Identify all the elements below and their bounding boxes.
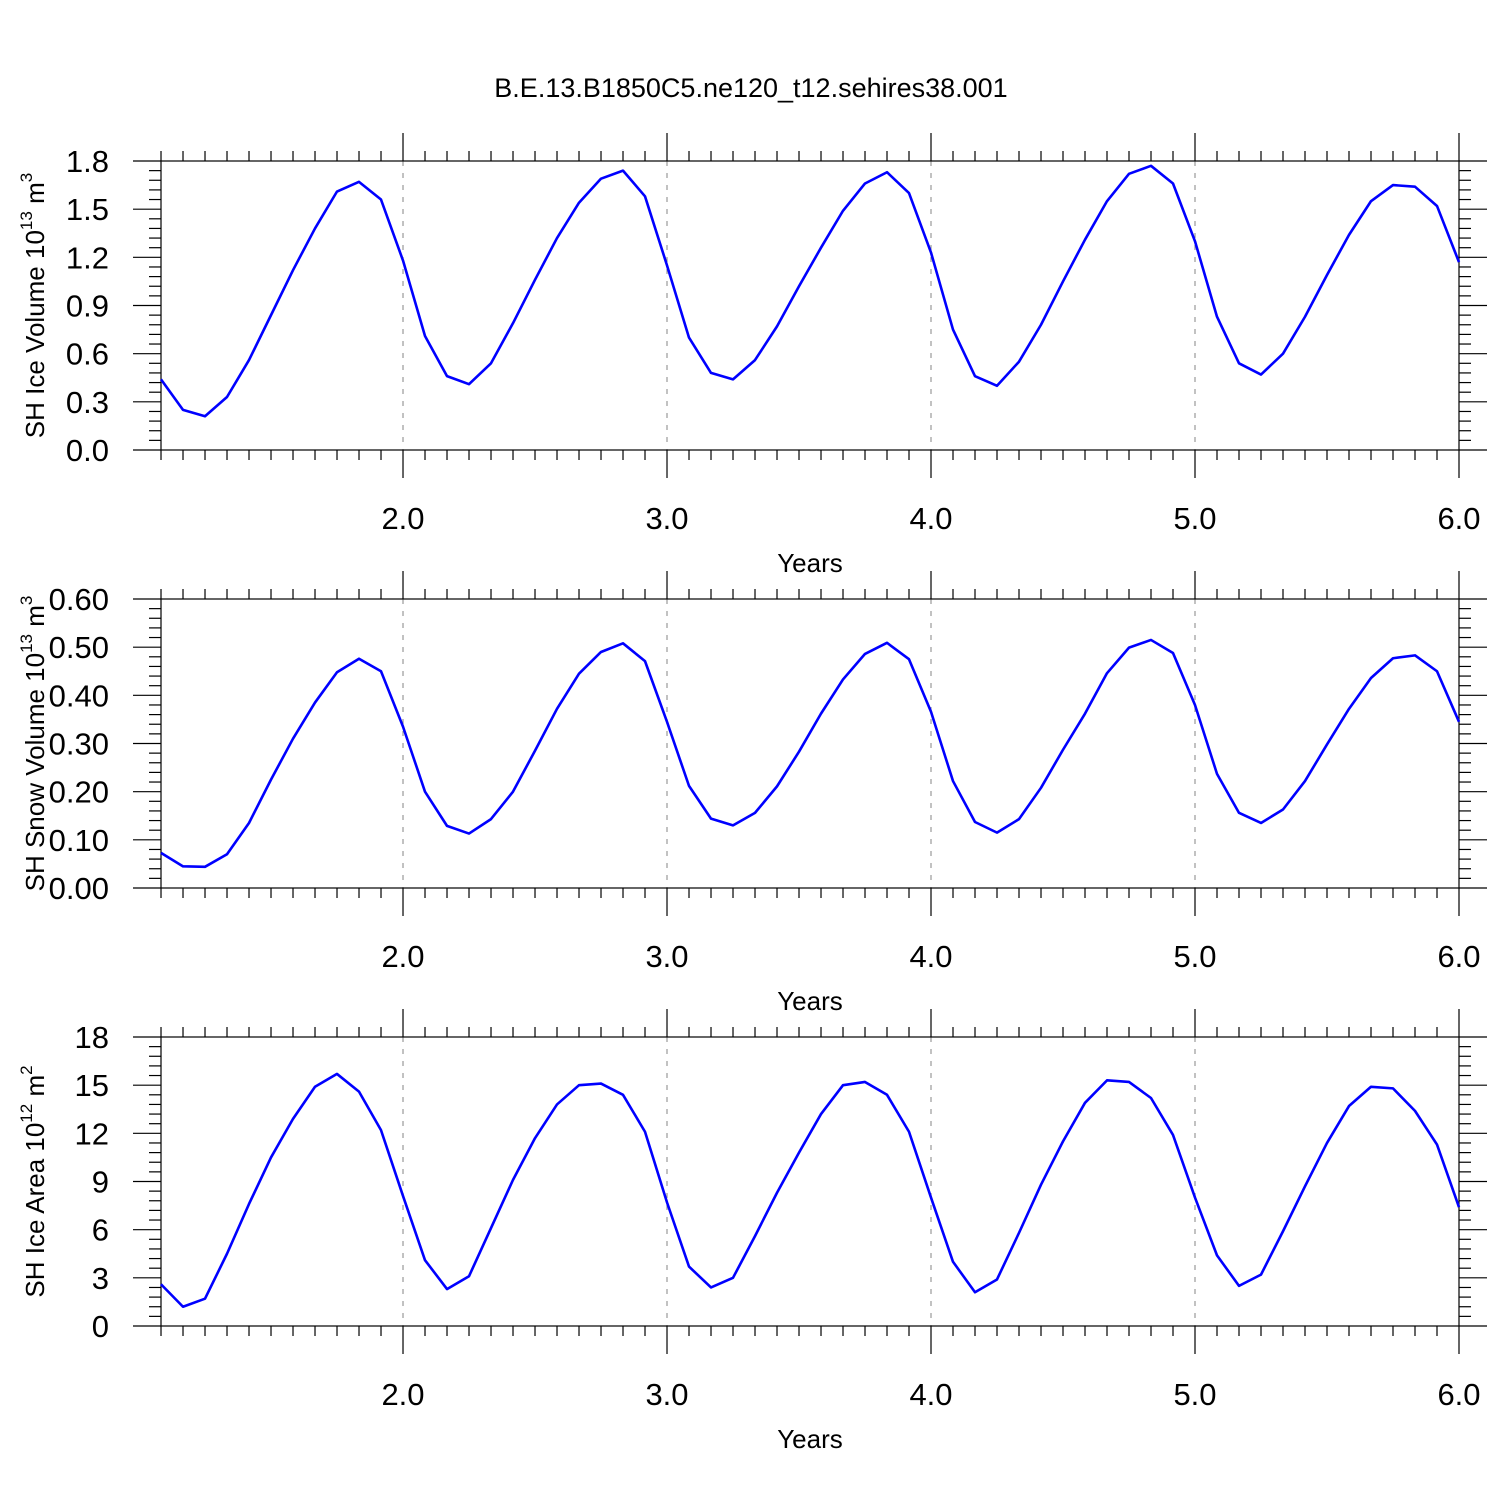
y-tick-label: 9 xyxy=(92,1165,109,1200)
y-tick-label: 0.0 xyxy=(66,433,109,468)
x-axis-label: Years xyxy=(777,548,843,578)
series-line xyxy=(160,1072,1461,1309)
x-tick-label: 4.0 xyxy=(909,501,952,536)
x-axis-label: Years xyxy=(777,1424,843,1454)
y-tick-label: 0.10 xyxy=(49,823,109,858)
chart-panel-3: 2.0 3.0 4.0 5.0 6.0 0 3 6 9 12 15 18 Years SH Ice Are… xyxy=(17,1009,1487,1454)
y-axis-label: SH Ice Volume 1013 m3 xyxy=(17,173,50,438)
y-tick-label: 0.30 xyxy=(49,727,109,762)
x-tick-label: 5.0 xyxy=(1173,1377,1216,1412)
y-tick-label: 1.8 xyxy=(66,144,109,179)
x-tick-label: 6.0 xyxy=(1437,501,1480,536)
x-axis-label: Years xyxy=(777,986,843,1016)
plot-frame xyxy=(160,1036,1460,1327)
y-tick-label: 1.2 xyxy=(66,240,109,275)
y-tick-label: 0.20 xyxy=(49,775,109,810)
x-tick-label: 3.0 xyxy=(645,501,688,536)
y-tick-label: 0 xyxy=(92,1309,109,1344)
y-axis-label-part: SH Ice Area 10 xyxy=(20,1123,50,1298)
chart-panels: 2.0 3.0 4.0 5.0 6.0 0.0 0.3 0.6 0.9 1.2 1.5 1.8 Year… xyxy=(17,133,1487,1454)
y-axis-label: SH Ice Area 1012 m2 xyxy=(17,1065,50,1297)
y-tick-label: 0.60 xyxy=(49,582,109,617)
y-tick-label: 18 xyxy=(75,1020,109,1055)
y-tick-label: 0.3 xyxy=(66,385,109,420)
y-axis-label: SH Snow Volume 1013 m3 xyxy=(17,596,50,892)
y-tick-label: 0.6 xyxy=(66,337,109,372)
series-line xyxy=(159,164,1461,418)
x-tick-label: 5.0 xyxy=(1173,501,1216,536)
y-tick-label: 12 xyxy=(75,1116,109,1151)
y-axis-label-part: m xyxy=(20,1075,50,1104)
y-axis-label-superscript: 13 xyxy=(17,634,36,653)
y-tick-label: 15 xyxy=(75,1068,109,1103)
y-tick-label: 1.5 xyxy=(66,192,109,227)
y-tick-label: 0.00 xyxy=(49,871,109,906)
chart-title: B.E.13.B1850C5.ne120_t12.sehires38.001 xyxy=(494,73,1007,103)
y-axis-label-part: SH Snow Volume 10 xyxy=(20,653,50,891)
y-axis-label-part: m xyxy=(20,182,50,211)
plot-frame xyxy=(160,160,1460,451)
y-axis-label-superscript: 13 xyxy=(17,211,36,230)
x-tick-label: 6.0 xyxy=(1437,939,1480,974)
x-tick-label: 3.0 xyxy=(645,939,688,974)
x-tick-label: 2.0 xyxy=(381,501,424,536)
y-tick-label: 0.50 xyxy=(49,630,109,665)
y-tick-label: 0.40 xyxy=(49,678,109,713)
y-tick-label: 3 xyxy=(92,1261,109,1296)
x-tick-label: 4.0 xyxy=(909,939,952,974)
y-tick-label: 0.9 xyxy=(66,289,109,324)
x-tick-label: 2.0 xyxy=(381,1377,424,1412)
x-tick-label: 4.0 xyxy=(909,1377,952,1412)
y-axis-label-superscript: 3 xyxy=(17,173,36,182)
y-axis-label-superscript: 12 xyxy=(17,1104,36,1123)
y-axis-label-part: m xyxy=(20,605,50,634)
y-axis-label-part: SH Ice Volume 10 xyxy=(20,230,50,438)
y-axis-label-superscript: 2 xyxy=(17,1065,36,1074)
chart-panel-2: 2.0 3.0 4.0 5.0 6.0 0.00 0.10 0.20 0.30 0.40 0.50 0… xyxy=(17,571,1487,1016)
y-tick-label: 6 xyxy=(92,1213,109,1248)
x-tick-label: 5.0 xyxy=(1173,939,1216,974)
x-tick-label: 6.0 xyxy=(1437,1377,1480,1412)
x-tick-label: 2.0 xyxy=(381,939,424,974)
x-tick-label: 3.0 xyxy=(645,1377,688,1412)
series-line xyxy=(160,638,1461,869)
chart-panel-1: 2.0 3.0 4.0 5.0 6.0 0.0 0.3 0.6 0.9 1.2 1.5 1.8 Year… xyxy=(17,133,1487,578)
y-axis-label-superscript: 3 xyxy=(17,596,36,605)
plot-frame xyxy=(160,598,1460,889)
